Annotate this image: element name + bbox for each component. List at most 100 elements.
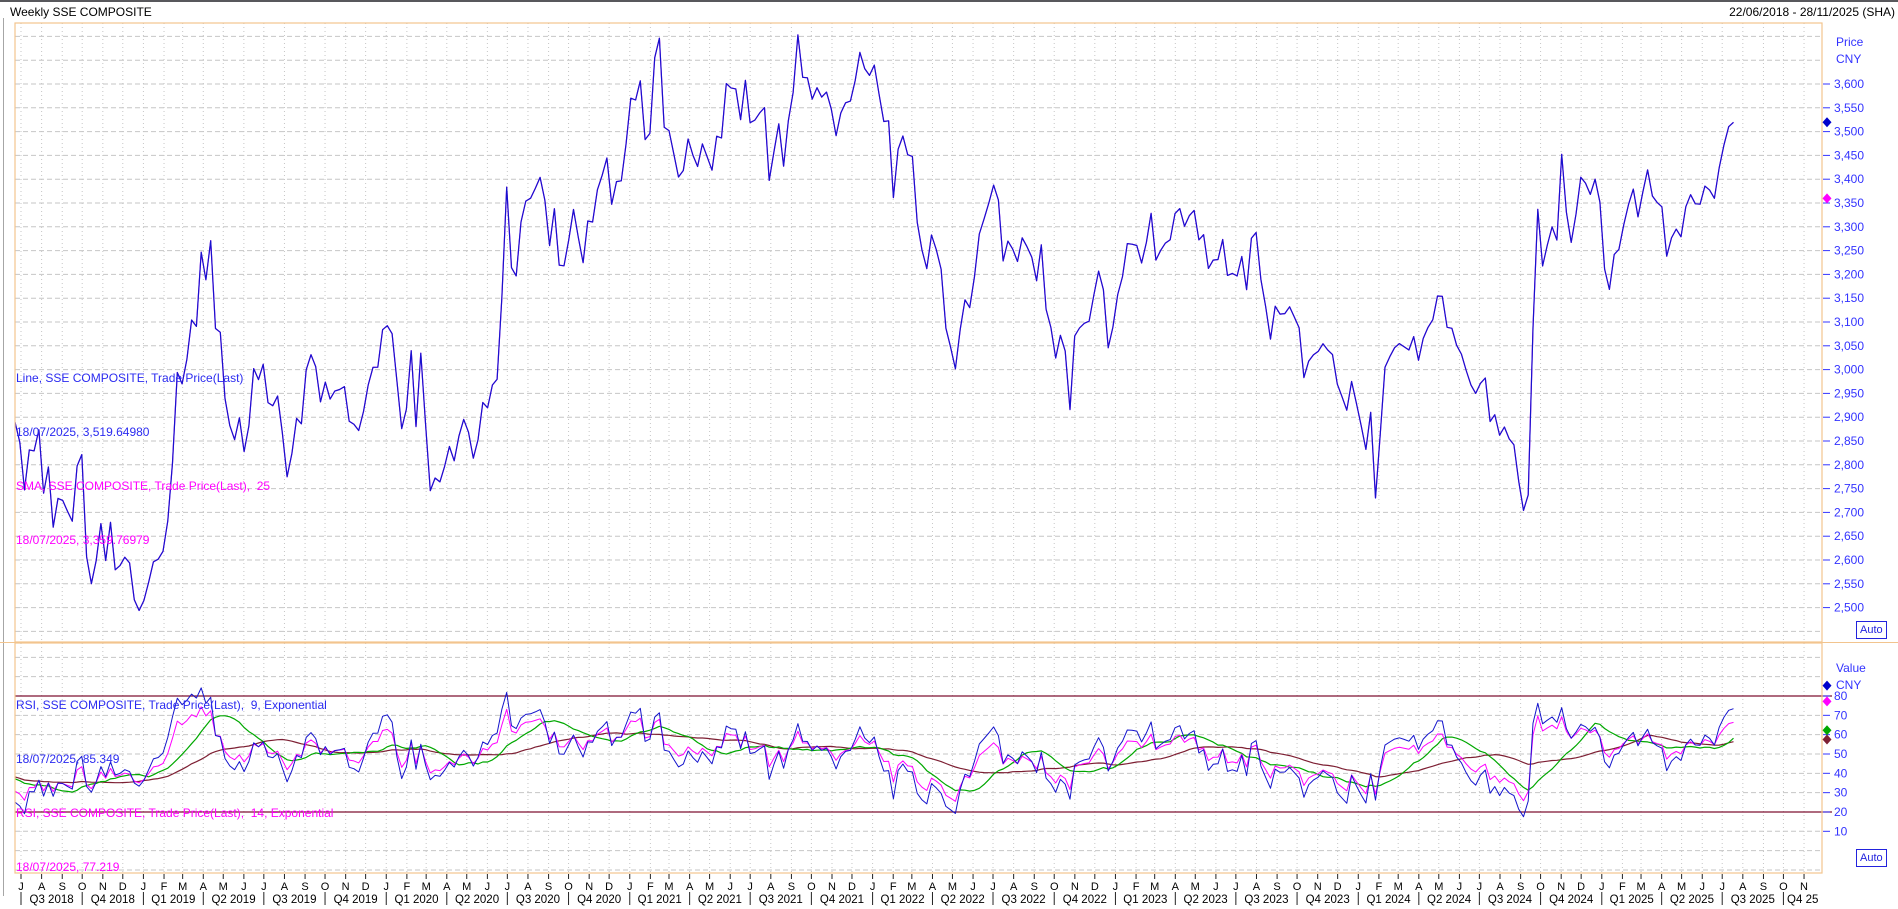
quarter-label: Q1 2021 <box>638 894 682 906</box>
value-tick-label: 50 <box>1834 747 1848 761</box>
month-label: S <box>1273 881 1280 893</box>
month-label: O <box>1779 881 1788 893</box>
month-label: A <box>1415 881 1423 893</box>
month-label: O <box>321 881 330 893</box>
month-label: J <box>727 881 733 893</box>
rsi-level-lines <box>15 695 1832 813</box>
marsi9-line <box>15 715 1734 793</box>
value-axis-auto-button[interactable]: Auto <box>1856 849 1887 867</box>
value-tick-label: 80 <box>1834 689 1848 703</box>
price-tick-label: 2,950 <box>1834 386 1864 400</box>
quarter-label: Q1 2023 <box>1123 894 1167 906</box>
value-tick-label: 20 <box>1834 805 1848 819</box>
price-tick-label: 3,000 <box>1834 363 1864 377</box>
month-label: J <box>1113 881 1119 893</box>
quarter-label: Q1 2024 <box>1366 894 1411 906</box>
quarter-label: Q2 2023 <box>1184 894 1228 906</box>
month-label: M <box>1434 881 1443 893</box>
month-label: J <box>1233 881 1239 893</box>
month-label: A <box>1172 881 1180 893</box>
quarter-label: Q2 2022 <box>941 894 985 906</box>
rsi14-legend-value[interactable]: 18/07/2025, 77.219 <box>16 860 120 874</box>
sma-legend-value[interactable]: 18/07/2025, 3,359.76979 <box>16 533 150 547</box>
price-axis-auto-button[interactable]: Auto <box>1856 621 1887 639</box>
month-label: N <box>1800 881 1808 893</box>
quarter-label: Q4 2019 <box>334 894 378 906</box>
month-label: N <box>1071 881 1079 893</box>
rsi9-legend-value[interactable]: 18/07/2025, 85.349 <box>16 752 120 766</box>
price-tick-label: 3,250 <box>1834 244 1864 258</box>
month-label: A <box>1010 881 1018 893</box>
value-tick-label: 30 <box>1834 786 1848 800</box>
chart-date-range: 22/06/2018 - 28/11/2025 (SHA) <box>1729 5 1895 19</box>
quarter-label: Q4 2021 <box>820 894 864 906</box>
quarter-label: Q3 2021 <box>759 894 803 906</box>
month-label: M <box>1191 881 1200 893</box>
month-label: J <box>747 881 753 893</box>
quarter-label: Q2 2025 <box>1670 894 1714 906</box>
price-legend-value[interactable]: 18/07/2025, 3,519.64980 <box>16 425 150 439</box>
quarter-label: Q4 2018 <box>91 894 135 906</box>
sma-legend-line[interactable]: SMA, SSE COMPOSITE, Trade Price(Last), 2… <box>16 479 271 493</box>
month-label: J <box>141 881 147 893</box>
month-label: F <box>1133 881 1140 893</box>
price-tick-label: 2,700 <box>1834 505 1864 519</box>
quarter-label: Q3 2018 <box>30 894 74 906</box>
price-tick-label: 2,900 <box>1834 410 1864 424</box>
month-label: D <box>1091 881 1099 893</box>
month-label: S <box>301 881 308 893</box>
quarter-label: Q4 2022 <box>1063 894 1107 906</box>
month-label: M <box>948 881 957 893</box>
month-label: J <box>1719 881 1725 893</box>
price-tick-label: 2,500 <box>1834 601 1864 615</box>
month-label: S <box>1031 881 1038 893</box>
month-label: O <box>78 881 87 893</box>
month-label: A <box>1253 881 1261 893</box>
month-label: D <box>1577 881 1585 893</box>
price-tick-label: 2,550 <box>1834 577 1864 591</box>
month-label: F <box>404 881 411 893</box>
rsi-legend[interactable]: RSI, SSE COMPOSITE, Trade Price(Last), 9… <box>16 660 371 909</box>
month-label: A <box>686 881 694 893</box>
month-label: J <box>383 881 389 893</box>
month-label: A <box>767 881 775 893</box>
value-axis-currency: CNY <box>1836 678 1861 692</box>
month-label: A <box>1739 881 1747 893</box>
month-label: A <box>1658 881 1666 893</box>
month-label: A <box>929 881 937 893</box>
price-axis[interactable]: Price CNY 3,600 3,550 3,500 3,450 3,400 3,350 3,… <box>1822 35 1865 615</box>
month-label: N <box>828 881 836 893</box>
quarter-label: Q2 2019 <box>211 894 255 906</box>
quarter-label: Q2 2020 <box>455 894 499 906</box>
month-label: J <box>261 881 267 893</box>
price-tick-label: 3,150 <box>1834 291 1864 305</box>
month-label: O <box>807 881 816 893</box>
month-label: M <box>1677 881 1686 893</box>
price-tick-label: 3,300 <box>1834 220 1864 234</box>
price-legend[interactable]: Line, SSE COMPOSITE, Trade Price(Last) 1… <box>16 333 270 585</box>
price-tick-label: 3,500 <box>1834 125 1864 139</box>
month-label: A <box>38 881 46 893</box>
quarter-label: Q1 2019 <box>151 894 195 906</box>
month-label: N <box>99 881 107 893</box>
month-label: F <box>1376 881 1383 893</box>
price-legend-line[interactable]: Line, SSE COMPOSITE, Trade Price(Last) <box>16 371 244 385</box>
month-label: M <box>705 881 714 893</box>
month-label: O <box>1050 881 1059 893</box>
month-label: M <box>422 881 431 893</box>
month-label: J <box>1213 881 1219 893</box>
window-top-edge <box>0 0 1898 2</box>
rsi14-legend-line[interactable]: RSI, SSE COMPOSITE, Trade Price(Last), 1… <box>16 806 334 820</box>
quarter-label: Q1 2025 <box>1610 894 1654 906</box>
rsi9-legend-line[interactable]: RSI, SSE COMPOSITE, Trade Price(Last), 9… <box>16 698 327 712</box>
month-label: F <box>890 881 897 893</box>
price-last-value-marker <box>1822 117 1832 128</box>
month-label: M <box>1394 881 1403 893</box>
month-label: A <box>200 881 208 893</box>
grid <box>15 23 1822 873</box>
value-tick-label: 10 <box>1834 824 1848 838</box>
price-axis-currency: CNY <box>1836 52 1861 66</box>
